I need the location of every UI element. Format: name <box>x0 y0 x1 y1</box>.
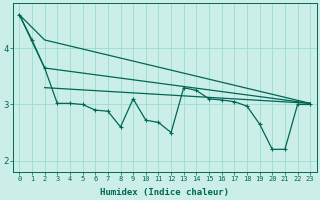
X-axis label: Humidex (Indice chaleur): Humidex (Indice chaleur) <box>100 188 229 197</box>
